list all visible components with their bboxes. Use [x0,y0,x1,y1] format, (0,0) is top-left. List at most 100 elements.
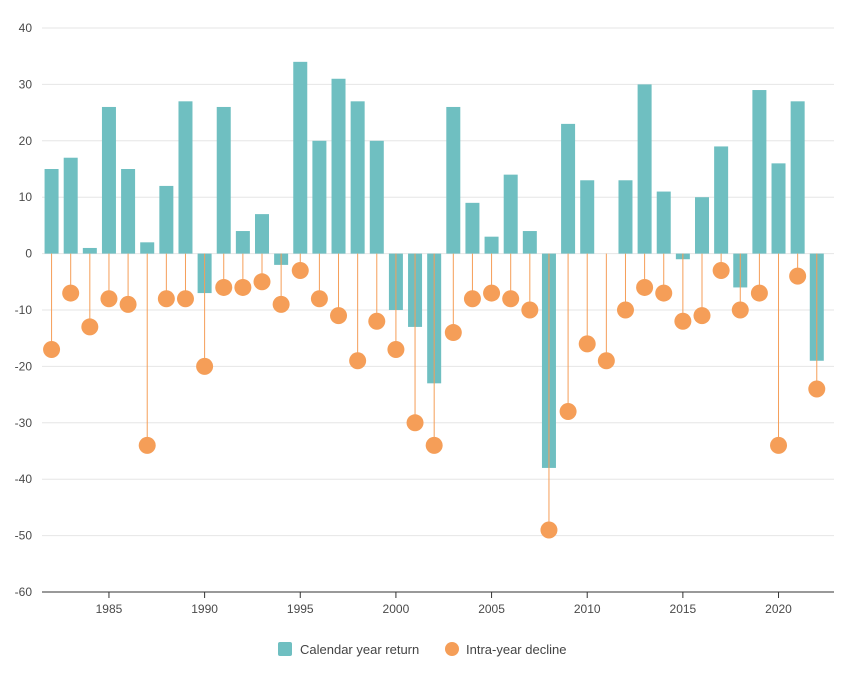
y-tick-label: 40 [19,21,33,35]
decline-point-2002 [425,436,443,454]
decline-point-1992 [234,278,252,296]
bar-1997 [331,78,346,254]
legend-swatch-calendar-year-return [278,642,292,656]
decline-point-2011 [597,352,615,370]
decline-point-2014 [655,284,673,302]
decline-point-1995 [291,262,309,280]
y-axis-ticks: 40 30 20 10 0 -10 -20 -30 -40 -50 -60 [15,21,33,599]
bar-1985 [101,106,116,254]
bar-2009 [561,123,576,254]
bar-2013 [637,84,652,254]
decline-point-2004 [463,290,481,308]
bar-1999 [369,140,384,254]
legend-swatch-intra-year-decline [445,642,459,656]
decline-point-1989 [176,290,194,308]
decline-point-1984 [81,318,99,336]
x-tick-label: 2020 [765,602,792,616]
x-tick-label: 1985 [96,602,123,616]
bar-2014 [656,191,671,254]
decline-point-2000 [387,340,405,358]
decline-dots-layer [43,262,826,539]
decline-point-2009 [559,403,577,421]
legend-label-calendar-year-return: Calendar year return [300,642,419,657]
decline-point-1993 [253,273,271,291]
bar-1983 [63,157,78,254]
bar-2021 [790,101,805,254]
bar-2007 [522,231,537,254]
decline-point-1982 [43,340,61,358]
decline-point-2007 [521,301,539,319]
decline-point-2016 [693,307,711,325]
decline-point-1988 [157,290,175,308]
bar-2020 [771,163,786,254]
decline-point-2006 [502,290,520,308]
y-tick-label: -10 [15,303,33,317]
bar-1998 [350,101,365,254]
bar-2016 [695,197,709,254]
bar-1995 [293,61,308,254]
y-tick-label: 10 [19,190,33,204]
bar-1986 [121,169,136,254]
decline-point-2021 [789,267,807,285]
legend-label-intra-year-decline: Intra-year decline [466,642,566,657]
y-tick-label: -40 [15,472,33,486]
x-tick-label: 2010 [574,602,601,616]
decline-stems-layer [51,253,818,530]
x-tick-label: 2015 [670,602,697,616]
decline-point-2020 [770,436,788,454]
y-tick-label: 20 [19,134,33,148]
bar-1991 [216,106,231,254]
decline-point-2012 [616,301,634,319]
decline-point-1997 [330,307,348,325]
bar-1993 [255,214,269,254]
y-tick-label: 30 [19,77,33,91]
x-axis-ticks: 1985 1990 1995 2000 2005 2010 2015 2020 [96,592,792,616]
decline-point-2008 [540,521,558,539]
decline-point-1991 [215,278,233,296]
decline-point-2013 [636,278,654,296]
decline-point-2019 [750,284,768,302]
bar-1984 [82,247,97,254]
y-tick-label: -50 [15,529,33,543]
decline-point-2003 [444,324,462,342]
decline-point-2001 [406,414,424,432]
legend: Calendar year return Intra-year decline [278,642,566,657]
decline-point-2022 [808,380,826,398]
bar-1989 [178,101,193,254]
decline-point-1999 [368,312,386,330]
decline-point-1990 [196,357,214,375]
bar-2004 [465,202,480,254]
x-tick-label: 2005 [478,602,505,616]
decline-point-1996 [310,290,328,308]
x-tick-label: 2000 [383,602,410,616]
y-tick-label: -60 [15,585,33,599]
bar-2005 [484,236,499,254]
x-tick-label: 1990 [191,602,218,616]
bar-2012 [618,180,633,254]
y-tick-label: -20 [15,359,33,373]
decline-point-2017 [712,262,730,280]
decline-point-1987 [138,436,156,454]
decline-point-2018 [731,301,749,319]
bar-2010 [580,180,595,254]
bar-1996 [312,140,327,254]
decline-point-1983 [62,284,80,302]
bar-1982 [44,169,59,254]
decline-point-1986 [119,295,137,313]
bar-2003 [446,106,461,254]
decline-point-1985 [100,290,118,308]
bar-1988 [159,185,174,254]
bar-2019 [752,90,767,254]
bar-1992 [235,231,250,254]
decline-point-1998 [349,352,367,370]
x-tick-label: 1995 [287,602,314,616]
y-tick-label: -30 [15,416,33,430]
bar-2006 [503,174,518,254]
y-tick-label: 0 [25,247,32,261]
decline-point-2005 [483,284,501,302]
decline-point-2015 [674,312,692,330]
decline-point-2010 [578,335,596,353]
bar-2017 [714,146,729,254]
